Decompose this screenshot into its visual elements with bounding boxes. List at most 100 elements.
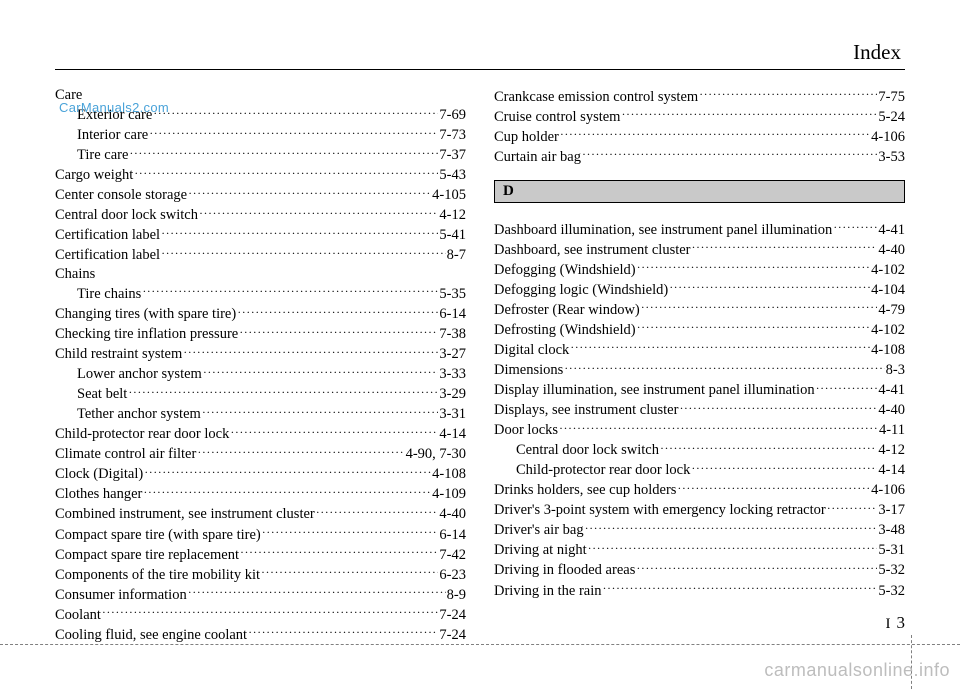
index-entry-leader	[827, 500, 878, 515]
index-entry: Curtain air bag3-53	[494, 146, 905, 166]
index-entry-leader	[161, 225, 438, 240]
index-entry-page: 3-53	[878, 148, 905, 167]
index-entry-leader	[134, 165, 438, 180]
header-rule	[55, 69, 905, 70]
index-entry-leader	[559, 420, 878, 435]
index-entry-leader	[144, 464, 431, 479]
index-entry-leader	[129, 145, 438, 160]
index-entry-leader	[188, 185, 431, 200]
header-title: Index	[55, 40, 905, 65]
index-entry: Cruise control system5-24	[494, 106, 905, 126]
index-entry-leader	[588, 540, 878, 555]
index-entry: Certification label 5-41	[55, 225, 466, 245]
index-entry-page: 4-12	[439, 206, 466, 225]
index-entry-leader	[153, 105, 438, 120]
index-entry-page: 3-29	[439, 385, 466, 404]
index-entry: Cargo weight5-43	[55, 165, 466, 185]
index-entry-label: Clock (Digital)	[55, 465, 143, 484]
index-entry-leader	[637, 319, 871, 334]
index-entry-leader	[691, 460, 877, 475]
index-entry-leader	[560, 126, 870, 141]
index-entry: Defroster (Rear window)4-79	[494, 299, 905, 319]
index-entry-leader	[197, 444, 404, 459]
index-entry: Combined instrument, see instrument clus…	[55, 504, 466, 524]
index-entry-page: 4-106	[871, 481, 905, 500]
index-entry-label: Checking tire inflation pressure	[55, 325, 238, 344]
index-entry-page: 7-73	[439, 126, 466, 145]
index-entry-label: Defrosting (Windshield)	[494, 321, 636, 340]
index-entry-label: Child-protector rear door lock	[516, 461, 690, 480]
index-entry-label: Coolant	[55, 606, 101, 625]
index-entry-page: 4-109	[432, 485, 466, 504]
index-entry-page: 4-14	[878, 461, 905, 480]
index-entry: Components of the tire mobility kit6-23	[55, 564, 466, 584]
index-entry: Display illumination, see instrument pan…	[494, 380, 905, 400]
index-entry-label: Chains	[55, 265, 95, 284]
index-entry-label: Defogging (Windshield)	[494, 261, 636, 280]
index-entry: Compact spare tire replacement7-42	[55, 544, 466, 564]
index-entry-page: 8-7	[447, 246, 466, 265]
index-entry-label: Door locks	[494, 421, 558, 440]
index-entry-page: 3-17	[878, 501, 905, 520]
index-entry-leader	[142, 283, 438, 298]
page-footer: I3	[886, 613, 906, 633]
index-entry-page: 5-35	[439, 285, 466, 304]
index-entry: Checking tire inflation pressure7-38	[55, 324, 466, 344]
index-entry-label: Certification label	[55, 226, 160, 245]
index-entry-label: Tether anchor system	[77, 405, 201, 424]
index-entry-label: Certification label	[55, 246, 160, 265]
index-entry-label: Cruise control system	[494, 108, 620, 127]
index-entry-leader	[188, 584, 446, 599]
index-entry: Tire care7-37	[55, 145, 466, 165]
index-entry: Chains	[55, 265, 466, 284]
index-entry-label: Driving at night	[494, 541, 587, 560]
index-entry-leader	[239, 324, 438, 339]
index-entry: Drinks holders, see cup holders4-106	[494, 480, 905, 500]
index-entry: Clothes hanger4-109	[55, 484, 466, 504]
columns: CareExterior care7-69Interior care7-73Ti…	[55, 86, 905, 644]
index-entry-page: 4-106	[871, 128, 905, 147]
index-entry-page: 7-69	[439, 106, 466, 125]
index-entry-label: Cargo weight	[55, 166, 133, 185]
index-entry: Central door lock switch 4-12	[55, 205, 466, 225]
index-entry-page: 7-37	[439, 146, 466, 165]
index-entry-label: Compact spare tire replacement	[55, 546, 239, 565]
index-entry-label: Dashboard illumination, see instrument p…	[494, 221, 832, 240]
footer-page: 3	[891, 613, 906, 632]
index-entry-label: Seat belt	[77, 385, 127, 404]
index-entry-page: 4-40	[878, 401, 905, 420]
column-right: Crankcase emission control system7-75Cru…	[494, 86, 905, 644]
index-entry-page: 4-41	[878, 221, 905, 240]
index-entry-label: Central door lock switch	[55, 206, 198, 225]
index-entry-label: Crankcase emission control system	[494, 88, 698, 107]
index-entry-leader	[230, 424, 438, 439]
watermark-bottom: carmanualsonline.info	[764, 660, 950, 681]
index-entry: Dimensions8-3	[494, 360, 905, 380]
index-entry-leader	[128, 384, 438, 399]
index-entry-label: Child-protector rear door lock	[55, 425, 229, 444]
index-entry: Tether anchor system3-31	[55, 404, 466, 424]
index-entry-page: 5-41	[439, 226, 466, 245]
index-entry-leader	[669, 279, 870, 294]
index-entry-leader	[262, 524, 439, 539]
index-entry: Crankcase emission control system7-75	[494, 86, 905, 106]
index-entry-leader	[699, 86, 877, 101]
index-entry-leader	[585, 520, 878, 535]
index-entry-leader	[237, 304, 438, 319]
index-entry-page: 3-48	[878, 521, 905, 540]
index-entry: Driving at night5-31	[494, 540, 905, 560]
index-entry-page: 8-9	[447, 586, 466, 605]
index-entry-page: 4-11	[879, 421, 905, 440]
watermark-top: CarManuals2.com	[59, 100, 169, 115]
index-entry-page: 8-3	[886, 361, 905, 380]
index-entry: Interior care7-73	[55, 125, 466, 145]
index-entry-label: Child restraint system	[55, 345, 182, 364]
index-entry: Lower anchor system3-33	[55, 364, 466, 384]
index-entry-leader	[199, 205, 438, 220]
index-entry: Center console storage4-105	[55, 185, 466, 205]
index-entry-label: Dashboard, see instrument cluster	[494, 241, 691, 260]
index-entry-label: Driver's air bag	[494, 521, 584, 540]
index-entry-label: Climate control air filter	[55, 445, 196, 464]
footer-section: I	[886, 616, 891, 632]
index-entry: Driver's air bag 3-48	[494, 520, 905, 540]
